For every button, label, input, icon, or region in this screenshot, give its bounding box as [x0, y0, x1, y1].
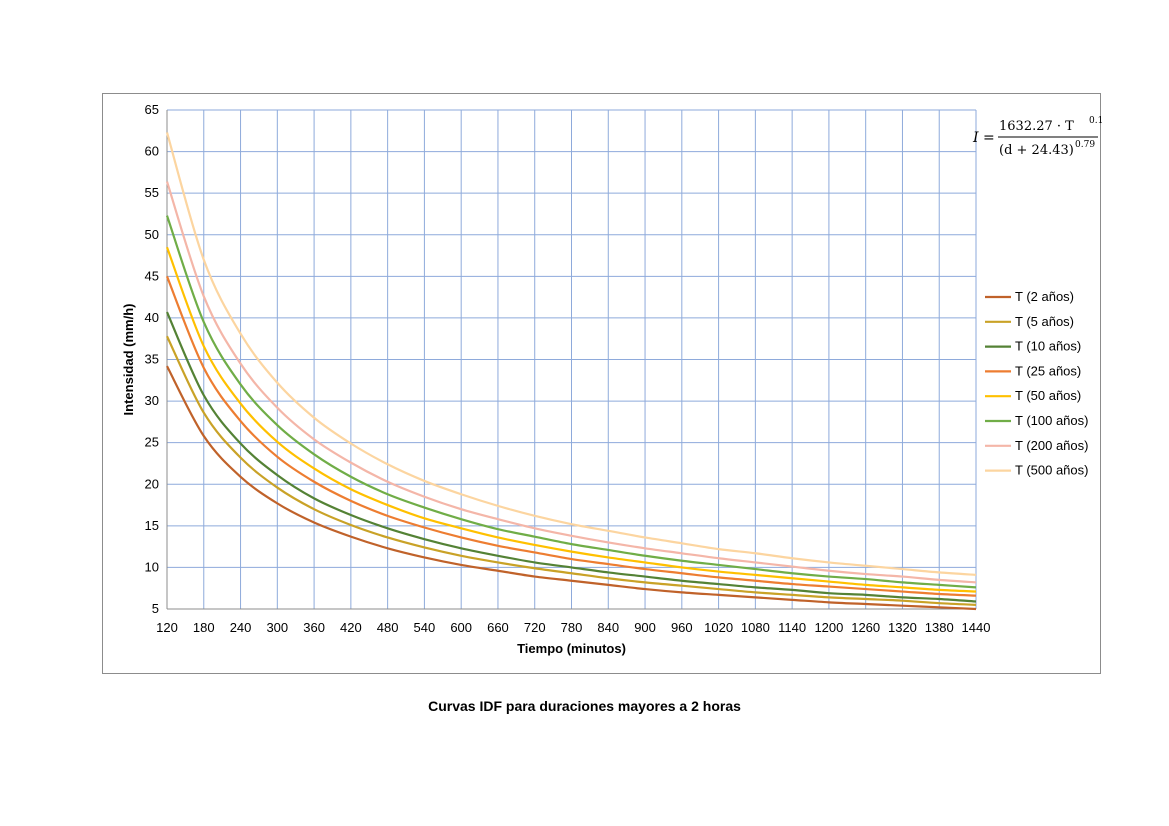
formula-numerator-exp: 0.11 [1089, 116, 1102, 126]
y-tick-label: 45 [145, 268, 159, 283]
series-line-6 [165, 215, 977, 589]
legend: T (2 años) T (5 años) T (10 años) T (25 año… [985, 289, 1088, 478]
legend-label: T (2 años) [1015, 289, 1074, 304]
x-tick-label: 1140 [778, 620, 806, 635]
series-line-5 [165, 246, 977, 593]
x-axis-ticks: 120 180 240 300 360 420 480 540 600 660 720 780 840 9… [156, 620, 990, 635]
series-line-4 [165, 275, 977, 597]
legend-label: T (5 años) [1015, 314, 1074, 329]
x-tick-label: 1200 [814, 620, 843, 635]
x-tick-label: 180 [193, 620, 215, 635]
series-line-2 [166, 335, 977, 606]
x-tick-label: 1260 [851, 620, 880, 635]
series-line-1 [166, 365, 977, 611]
x-tick-label: 360 [303, 620, 325, 635]
x-axis-title: Tiempo (minutos) [517, 641, 626, 656]
x-tick-label: 840 [597, 620, 619, 635]
series-line-3 [165, 311, 977, 603]
legend-label: T (500 años) [1015, 463, 1088, 478]
idf-chart: 5 10 15 20 25 30 35 40 45 50 55 60 65 120 180 240 300 36… [121, 102, 1102, 656]
y-tick-label: 40 [145, 310, 159, 325]
x-tick-label: 540 [414, 620, 436, 635]
x-tick-label: 960 [671, 620, 693, 635]
x-tick-label: 420 [340, 620, 362, 635]
x-tick-label: 300 [266, 620, 288, 635]
series-line-8 [165, 132, 977, 576]
y-tick-label: 30 [145, 393, 159, 408]
y-tick-label: 65 [145, 102, 159, 117]
series-line-7 [165, 181, 977, 584]
legend-label: T (10 años) [1015, 339, 1081, 354]
y-tick-label: 60 [145, 144, 159, 159]
formula: I = 1632.27 · T 0.11 (d + 24.43) 0.79 [972, 116, 1102, 158]
x-tick-label: 120 [156, 620, 178, 635]
y-tick-label: 20 [145, 476, 159, 491]
legend-label: T (200 años) [1015, 438, 1088, 453]
formula-denominator: (d + 24.43) [999, 143, 1074, 158]
x-tick-label: 1440 [962, 620, 991, 635]
chart-frame: 5 10 15 20 25 30 35 40 45 50 55 60 65 120 180 240 300 36… [102, 93, 1102, 674]
x-tick-label: 780 [561, 620, 583, 635]
x-tick-label: 240 [230, 620, 252, 635]
chart-caption: Curvas IDF para duraciones mayores a 2 h… [428, 698, 741, 714]
x-tick-label: 1320 [888, 620, 917, 635]
x-tick-label: 660 [487, 620, 509, 635]
formula-lhs: I = [972, 130, 995, 146]
x-tick-label: 1020 [704, 620, 733, 635]
y-tick-label: 55 [145, 185, 159, 200]
y-tick-label: 35 [145, 352, 159, 367]
y-axis-title: Intensidad (mm/h) [121, 304, 136, 416]
grid [166, 109, 977, 610]
y-axis-ticks: 5 10 15 20 25 30 35 40 45 50 55 60 65 [145, 102, 159, 616]
legend-label: T (100 años) [1015, 413, 1088, 428]
x-tick-label: 600 [450, 620, 472, 635]
x-tick-label: 900 [634, 620, 656, 635]
y-tick-label: 10 [145, 559, 159, 574]
x-tick-label: 1380 [925, 620, 954, 635]
y-tick-label: 5 [152, 601, 159, 616]
legend-label: T (25 años) [1015, 363, 1081, 378]
y-tick-label: 15 [145, 518, 159, 533]
x-tick-label: 1080 [741, 620, 770, 635]
x-tick-label: 480 [377, 620, 399, 635]
formula-numerator: 1632.27 · T [999, 119, 1074, 134]
legend-label: T (50 años) [1015, 388, 1081, 403]
y-tick-label: 50 [145, 227, 159, 242]
x-tick-label: 720 [524, 620, 546, 635]
formula-denominator-exp: 0.79 [1075, 140, 1095, 150]
series-lines [165, 132, 977, 611]
y-tick-label: 25 [145, 435, 159, 450]
